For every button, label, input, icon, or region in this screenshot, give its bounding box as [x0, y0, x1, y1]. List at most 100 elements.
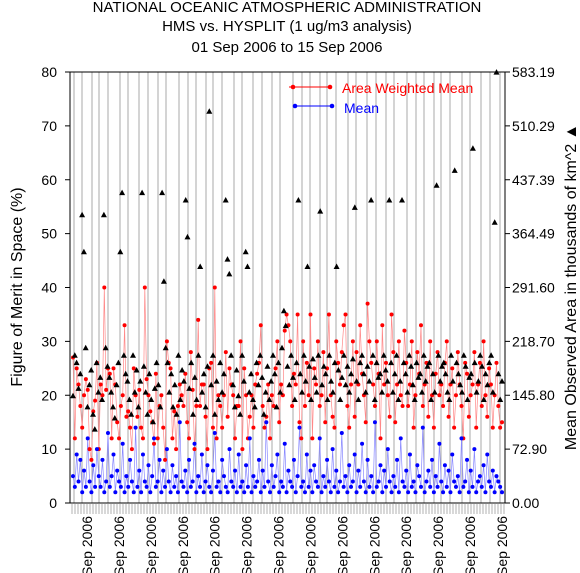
x-tick-label: Sep 2006 — [398, 516, 414, 573]
mean-point — [262, 484, 267, 489]
observed-area-triangle — [217, 359, 224, 366]
observed-area-triangle — [399, 197, 405, 203]
mean-point — [96, 474, 101, 479]
observed-area-triangle — [431, 389, 438, 395]
observed-area-triangle — [220, 370, 227, 377]
mean-point — [463, 479, 468, 484]
observed-area-triangle — [144, 411, 151, 417]
mean-point — [104, 479, 109, 484]
area-weighted-mean-point — [74, 366, 79, 371]
mean-point — [317, 436, 322, 441]
observed-area-triangle — [88, 367, 95, 373]
area-weighted-mean-point — [441, 404, 446, 409]
observed-area-triangle — [391, 370, 398, 377]
mean-point — [209, 490, 214, 495]
area-weighted-mean-point — [297, 420, 302, 425]
mean-point — [459, 436, 464, 441]
area-weighted-mean-point — [129, 447, 134, 452]
x-tick-label: Sep 2006 — [175, 516, 191, 573]
area-weighted-mean-point — [389, 312, 394, 317]
mean-point — [349, 484, 354, 489]
observed-area-triangle — [99, 396, 106, 402]
area-weighted-mean-point — [299, 436, 304, 441]
observed-area-triangle — [442, 370, 449, 377]
area-weighted-mean-point — [260, 404, 265, 409]
area-weighted-mean-point — [291, 371, 296, 376]
mean-point — [71, 474, 75, 479]
area-weighted-mean-point — [231, 393, 236, 398]
mean-point — [87, 479, 92, 484]
mean-point — [251, 474, 256, 479]
mean-point — [391, 474, 396, 479]
x-tick-label: Sep 2006 — [207, 516, 223, 573]
observed-area-triangle — [222, 197, 229, 203]
area-weighted-mean-point — [258, 323, 263, 328]
area-weighted-mean-point — [89, 457, 94, 462]
mean-point — [481, 463, 486, 468]
plot-frame — [69, 71, 506, 504]
mean-point — [345, 490, 350, 495]
area-weighted-mean-point — [428, 339, 433, 344]
mean-point — [255, 479, 260, 484]
mean-point — [214, 484, 219, 489]
mean-point — [185, 490, 190, 495]
mean-point — [483, 490, 488, 495]
area-weighted-mean-point — [201, 382, 206, 387]
area-weighted-mean-point — [315, 339, 320, 344]
y-tick-label: 70 — [41, 118, 57, 134]
observed-area-triangle — [402, 370, 409, 377]
observed-area-triangle — [299, 389, 305, 395]
mean-point — [490, 468, 495, 473]
x-tick-label: Sep 2006 — [79, 516, 95, 573]
observed-area-triangle — [333, 263, 340, 269]
mean-point — [398, 436, 403, 441]
observed-area-triangle — [348, 370, 355, 377]
area-weighted-mean-point — [131, 366, 136, 371]
observed-area-triangle — [168, 370, 175, 377]
mean-point — [315, 484, 320, 489]
observed-area-triangle — [280, 307, 287, 314]
area-weighted-mean-point — [128, 425, 133, 430]
mean-point — [470, 484, 475, 489]
mean-point — [159, 490, 164, 495]
mean-point — [374, 484, 379, 489]
mean-point — [308, 468, 313, 473]
observed-area-triangle — [317, 208, 324, 214]
observed-area-triangle — [82, 344, 89, 351]
observed-area-triangle — [459, 389, 465, 395]
area-weighted-mean-point — [301, 339, 306, 344]
area-weighted-mean-point — [152, 441, 157, 446]
observed-area-triangle — [344, 363, 351, 369]
mean-point — [367, 484, 372, 489]
area-weighted-mean-point — [268, 436, 273, 441]
observed-area-triangle — [397, 378, 404, 384]
y2-tick-label: 291.60 — [512, 279, 555, 295]
area-weighted-mean-point — [104, 387, 109, 392]
y2-axis-label-text: Mean Observed Area in thousands of km^2 — [563, 144, 580, 450]
observed-area-triangle — [166, 389, 173, 395]
mean-point — [80, 490, 85, 495]
area-weighted-mean-point — [310, 436, 315, 441]
area-weighted-mean-point — [80, 425, 85, 430]
area-weighted-mean-point — [225, 414, 230, 419]
observed-area-triangle — [257, 352, 264, 358]
mean-point — [372, 420, 377, 425]
mean-point — [192, 441, 197, 446]
observed-area-triangle — [290, 374, 296, 380]
mean-point — [457, 490, 462, 495]
y2-tick-label: 437.39 — [512, 172, 555, 188]
observed-area-triangle — [411, 396, 418, 402]
observed-area-triangle — [139, 189, 146, 196]
mean-point — [354, 490, 359, 495]
observed-area-triangle — [86, 381, 93, 388]
observed-area-triangle — [171, 381, 178, 388]
area-weighted-mean-point — [282, 328, 287, 333]
area-weighted-mean-point — [308, 312, 313, 317]
mean-point — [268, 490, 273, 495]
x-tick-label: Sep 2006 — [462, 516, 478, 573]
mean-point — [164, 447, 169, 452]
area-weighted-mean-point — [494, 360, 499, 365]
mean-point — [337, 479, 342, 484]
observed-area-triangle — [380, 352, 387, 358]
mean-point — [266, 479, 271, 484]
